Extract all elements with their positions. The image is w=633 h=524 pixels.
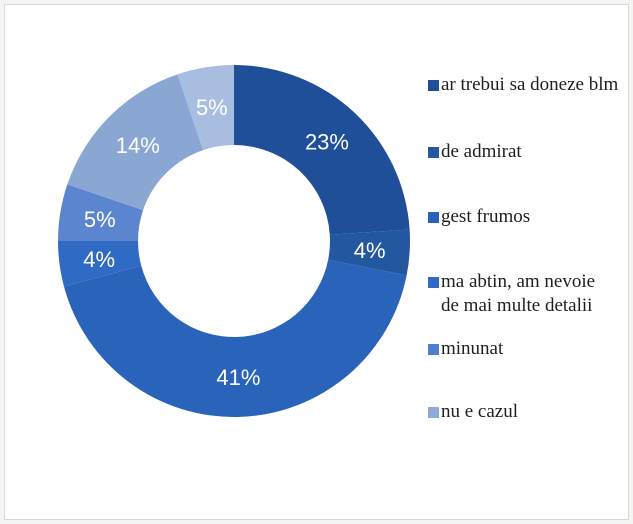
legend-label: gest frumos (441, 206, 531, 227)
donut-slice-5 (58, 184, 144, 241)
legend-swatch (428, 212, 439, 223)
legend-label: ma abtin, am nevoie de mai multe detalii (441, 271, 596, 316)
slice-value-label: 23% (305, 130, 349, 155)
donut-slice-2 (328, 229, 411, 276)
donut-slice-4 (58, 241, 142, 287)
legend-swatch (428, 80, 439, 91)
legend-label: nu e cazul (441, 401, 519, 422)
slice-value-label: 41% (216, 365, 260, 390)
legend-item-1: ar trebui sa doneze blm (428, 73, 628, 97)
legend-swatch (428, 407, 439, 418)
legend-item-3: gest frumos (428, 205, 628, 229)
legend-item-4: ma abtin, am nevoie de mai multe detalii (428, 270, 598, 318)
legend-swatch (428, 344, 439, 355)
slice-value-label: 14% (116, 133, 160, 158)
legend-item-2: de admirat (428, 140, 628, 164)
slice-value-label: 5% (196, 95, 228, 120)
legend-label: minunat (441, 338, 504, 359)
donut-slice-7 (177, 65, 234, 151)
legend-item-5: minunat (428, 337, 628, 361)
donut-slice-6 (67, 74, 204, 211)
donut-slice-1 (234, 65, 410, 235)
legend-label: de admirat (441, 141, 522, 162)
slice-value-label: 4% (83, 247, 115, 272)
legend-swatch (428, 277, 439, 288)
legend-label: ar trebui sa doneze blm (441, 74, 619, 95)
slice-value-label: 5% (84, 207, 116, 232)
slice-value-label: 4% (354, 238, 386, 263)
legend-item-6: nu e cazul (428, 400, 628, 424)
donut-slice-3 (63, 259, 407, 417)
legend-swatch (428, 147, 439, 158)
